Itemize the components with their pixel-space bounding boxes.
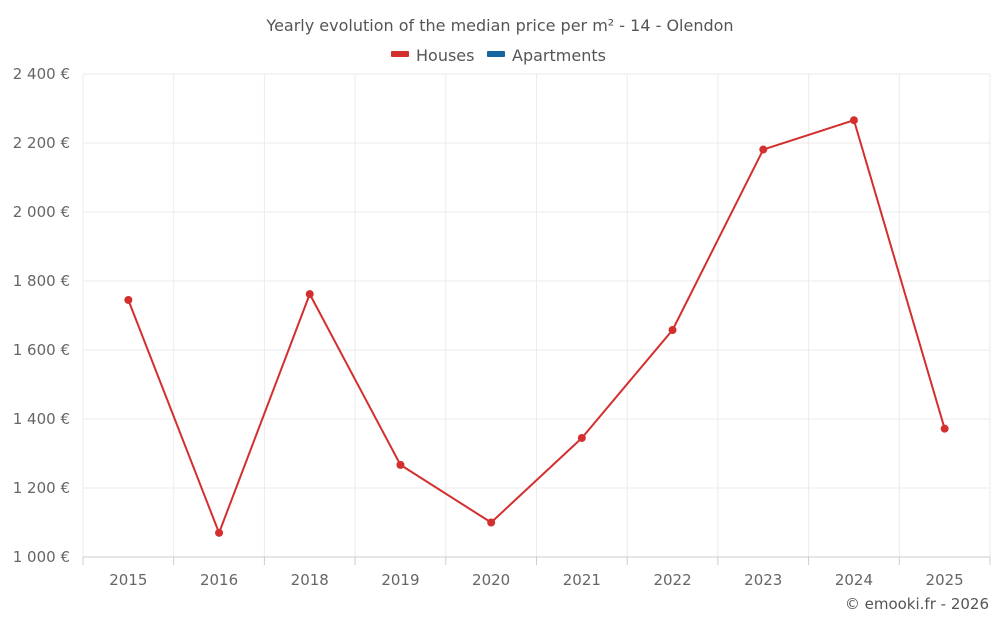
legend-item-apartments[interactable]: Apartments [487,46,606,65]
legend-item-houses[interactable]: Houses [391,46,474,65]
y-tick-label: 2 400 € [13,65,70,83]
x-tick-label: 2024 [835,571,873,589]
y-tick-label: 1 800 € [13,272,70,290]
x-tick-label: 2022 [653,571,691,589]
x-tick-label: 2016 [200,571,238,589]
gridlines [82,73,991,557]
legend-label-houses: Houses [416,46,474,65]
legend-swatch-houses [391,51,409,57]
data-point-houses-2015[interactable] [124,295,133,304]
x-tick-label: 2023 [744,571,782,589]
y-tick-label: 1 600 € [13,341,70,359]
data-point-houses-2018[interactable] [305,290,314,299]
data-point-houses-2021[interactable] [577,433,586,442]
data-point-houses-2020[interactable] [487,518,496,527]
y-axis: 1 000 € 1 200 € 1 400 € 1 600 € 1 800 € 2 000… [13,65,70,566]
data-point-houses-2023[interactable] [759,145,768,154]
chart-title: Yearly evolution of the median price per… [265,16,733,35]
x-tick-label: 2015 [109,571,147,589]
legend: Houses Apartments [391,46,606,65]
legend-swatch-apartments [487,51,505,57]
y-tick-label: 2 200 € [13,134,70,152]
x-tick-label: 2021 [563,571,601,589]
data-point-houses-2019[interactable] [396,460,405,469]
x-tick-label: 2020 [472,571,510,589]
data-series [124,116,949,537]
y-tick-label: 2 000 € [13,203,70,221]
y-tick-label: 1 000 € [13,548,70,566]
data-point-houses-2024[interactable] [849,116,858,125]
credit-text: © emooki.fr - 2026 [845,595,989,613]
series-line-houses [127,119,946,534]
data-point-houses-2025[interactable] [940,424,949,433]
data-point-houses-2016[interactable] [215,528,224,537]
x-tick-label: 2019 [381,571,419,589]
legend-label-apartments: Apartments [512,46,606,65]
x-tick-label: 2025 [926,571,964,589]
data-point-houses-2022[interactable] [668,325,677,334]
y-tick-label: 1 200 € [13,479,70,497]
x-tick-label: 2018 [291,571,329,589]
y-tick-label: 1 400 € [13,410,70,428]
x-axis: 2015 2016 2018 2019 2020 2021 2022 2023 2024 2025 [82,556,991,589]
